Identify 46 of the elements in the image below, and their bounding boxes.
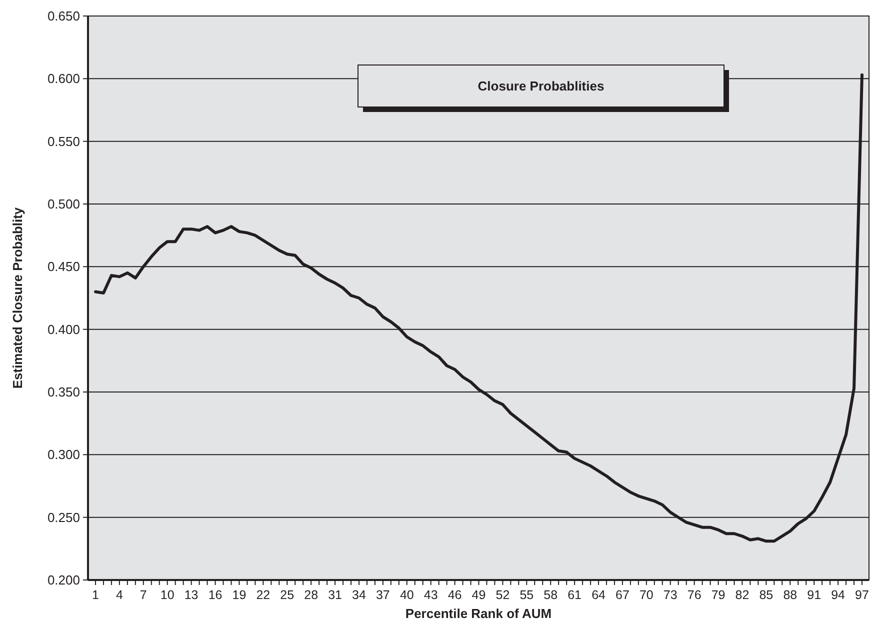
y-tick-label: 0.300 <box>47 447 80 462</box>
x-tick-label: 4 <box>116 588 123 602</box>
y-tick-label: 0.500 <box>47 196 80 212</box>
y-tick-label: 0.400 <box>47 322 80 337</box>
x-tick-label: 19 <box>232 588 246 602</box>
x-tick-label: 70 <box>639 588 654 602</box>
x-tick-label: 1 <box>92 588 100 602</box>
x-axis-title: Percentile Rank of AUM <box>405 606 552 621</box>
x-tick-label: 91 <box>807 588 822 602</box>
y-tick-label: 0.550 <box>47 134 80 149</box>
x-tick-label: 25 <box>280 588 294 602</box>
x-tick-label: 79 <box>711 588 726 602</box>
text: Closure Probablities <box>478 78 604 94</box>
y-tick-label: 0.600 <box>47 71 80 86</box>
x-tick-label: 58 <box>544 588 558 602</box>
x-tick-label: 43 <box>424 588 438 602</box>
y-axis-title: Estimated Closure Probablity <box>10 206 25 389</box>
x-tick-label: 16 <box>208 588 222 602</box>
y-tick-label: 0.250 <box>47 510 80 525</box>
x-tick-label: 94 <box>831 588 846 602</box>
x-tick-label: 7 <box>140 588 147 602</box>
x-tick-label: 31 <box>328 588 342 602</box>
y-tick-label: 0.650 <box>47 8 80 24</box>
x-tick-label: 55 <box>520 588 534 602</box>
y-tick-label: 0.200 <box>47 572 80 588</box>
y-tick-label: 0.350 <box>47 384 80 400</box>
x-tick-label: 46 <box>448 588 462 602</box>
x-tick-label: 13 <box>184 588 198 602</box>
x-tick-label: 28 <box>304 588 318 602</box>
x-tick-label: 73 <box>663 588 678 602</box>
x-tick-label: 10 <box>160 588 174 602</box>
x-tick-label: 88 <box>783 588 798 602</box>
x-tick-label: 61 <box>568 588 582 602</box>
x-tick-label: 49 <box>472 588 486 602</box>
x-tick-label: 85 <box>759 588 774 602</box>
x-tick-label: 22 <box>256 588 270 602</box>
x-tick-label: 67 <box>616 588 630 602</box>
x-tick-label: 40 <box>400 588 414 602</box>
x-tick-label: 37 <box>376 588 390 602</box>
x-tick-label: 97 <box>855 588 869 602</box>
x-tick-label: 76 <box>687 588 702 602</box>
x-tick-label: 64 <box>592 588 606 602</box>
x-tick-label: 52 <box>496 588 510 602</box>
x-tick-label: 82 <box>735 588 750 602</box>
x-tick-label: 34 <box>352 588 366 602</box>
y-tick-label: 0.450 <box>47 259 80 274</box>
